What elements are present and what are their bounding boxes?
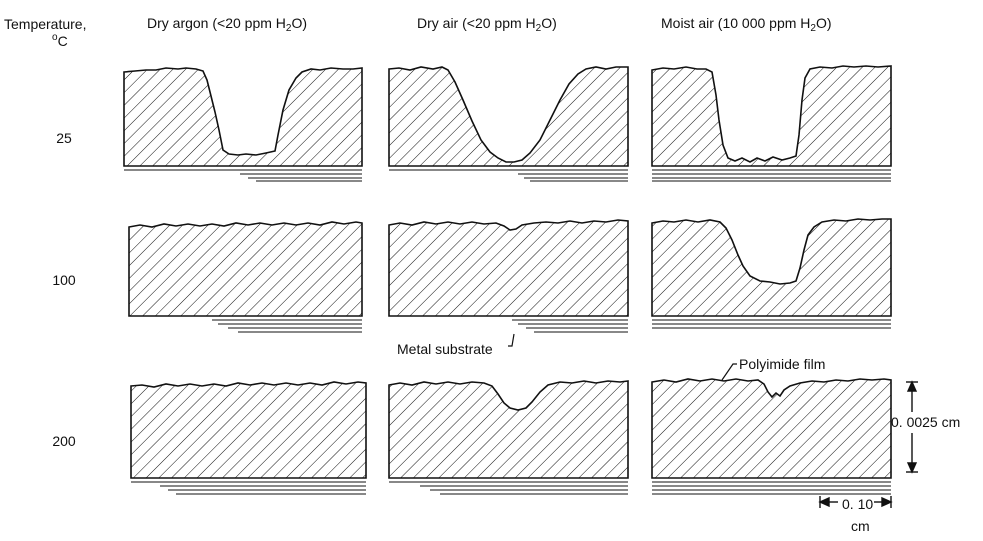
metal-substrate-leader: [508, 333, 515, 347]
temperature-unit: oC: [52, 32, 68, 49]
profile-dry-air-100: [388, 219, 629, 333]
profile-dry-air-25: [388, 66, 629, 182]
profile-moist-air-25: [651, 65, 892, 182]
temperature-header: Temperature,: [4, 16, 86, 32]
polyimide-film-label: Polyimide film: [739, 356, 826, 372]
column-header-dry-argon: Dry argon (<20 ppm H2O): [147, 15, 308, 34]
row-label-25: 25: [56, 130, 72, 146]
profile-dry-argon-25: [123, 67, 363, 182]
horizontal-scale-value: 0. 10: [842, 496, 874, 512]
horizontal-scale-bar: [818, 496, 893, 508]
polyimide-film-leader: [721, 363, 737, 381]
vertical-scale-label: 0. 0025 cm: [891, 414, 961, 430]
row-label-200: 200: [52, 433, 76, 449]
profile-dry-air-200: [388, 380, 629, 495]
profile-moist-air-100: [651, 218, 892, 329]
metal-substrate-label: Metal substrate: [397, 341, 493, 357]
profile-dry-argon-200: [130, 381, 367, 495]
column-header-moist-air: Moist air (10 000 ppm H2O): [661, 15, 832, 34]
temperature-label: Temperature,: [4, 16, 87, 32]
profile-moist-air-200: [651, 378, 892, 495]
profile-dry-argon-100: [128, 221, 363, 333]
vertical-scale-bar: [906, 380, 918, 474]
horizontal-scale-unit: cm: [851, 518, 870, 534]
column-header-dry-air: Dry air (<20 ppm H2O): [417, 15, 557, 34]
row-label-100: 100: [52, 272, 76, 288]
